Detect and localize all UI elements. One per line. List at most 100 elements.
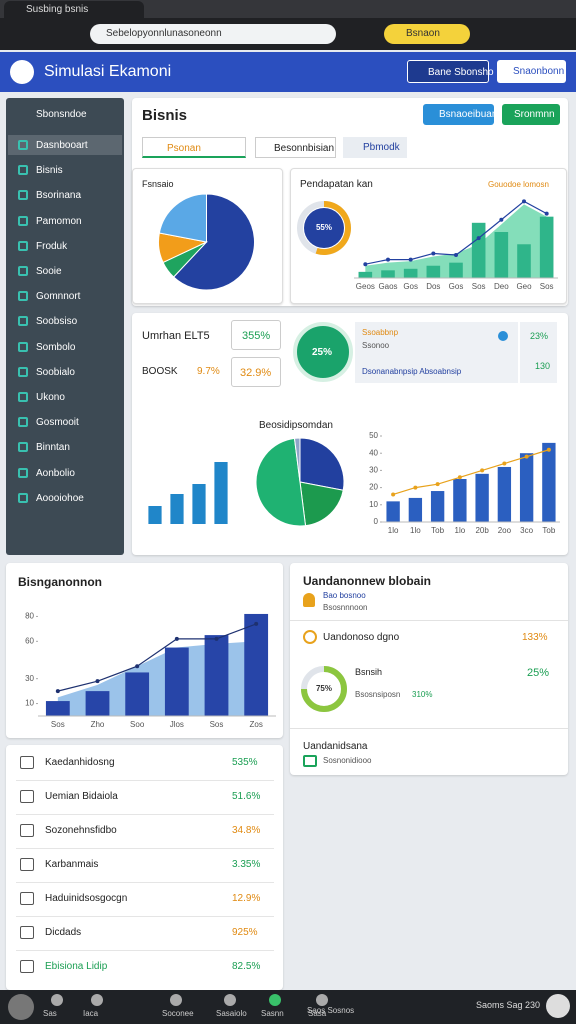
sidebar-item[interactable]: Gomnnort — [36, 291, 81, 303]
point — [254, 621, 259, 626]
bar — [497, 466, 512, 522]
list-value: 535% — [232, 757, 258, 768]
x-tick-label: Sos — [210, 720, 224, 729]
sidebar-icon — [18, 417, 28, 428]
url-field[interactable]: Sebelopyonnlunasoneonn — [90, 24, 336, 44]
list-value: 34.8% — [232, 825, 261, 836]
app-title: Simulasi Ekamoni — [44, 63, 172, 80]
x-tick-label: Zho — [91, 720, 105, 729]
bar — [539, 216, 554, 278]
bar — [430, 491, 445, 522]
tab[interactable]: Besonnbisian — [255, 137, 336, 158]
chart: 75% — [301, 666, 347, 712]
coin-icon — [303, 630, 317, 644]
taskbar-item[interactable]: Sasnn — [261, 1009, 284, 1018]
sidebar-item[interactable]: Soobsiso — [36, 316, 78, 328]
taskbar-item[interactable]: Soconee — [162, 1009, 194, 1018]
sidebar-icon — [18, 291, 28, 302]
taskbar-item[interactable]: Iaca — [83, 1009, 99, 1018]
list-label: Dicdads — [45, 927, 82, 938]
success-button[interactable]: Sronmnn — [502, 104, 560, 125]
bar — [386, 501, 400, 522]
bar — [403, 268, 418, 278]
row-label: Uandonoso dgno — [323, 632, 400, 643]
market-card — [290, 563, 568, 775]
sidebar-item[interactable]: Dasnbooart — [36, 140, 88, 151]
bar — [358, 271, 373, 278]
active-item — [8, 135, 122, 155]
sidebar-item[interactable]: Aoooiohoe — [36, 492, 84, 504]
sidebar-icon — [18, 165, 28, 176]
header-button[interactable]: Bane Sbonsho — [407, 60, 494, 83]
tab[interactable]: Susbing bsnis — [4, 1, 144, 18]
x-tick-label: 1lo — [455, 526, 466, 535]
tab-bar — [0, 0, 576, 18]
separator — [16, 950, 274, 951]
bar — [148, 506, 162, 524]
list-value: 3.35% — [232, 859, 261, 870]
header-button[interactable]: Snaonbonn — [497, 60, 566, 83]
sidebar-icon — [18, 442, 28, 453]
point — [480, 468, 485, 473]
taskbar-item[interactable]: Sas — [43, 1009, 57, 1018]
sidebar-item[interactable]: Gosmooit — [36, 417, 79, 429]
tab[interactable]: Psonan — [142, 137, 246, 158]
list-label: Haduinidsosgocgn — [45, 893, 128, 904]
donut-arc — [315, 201, 351, 255]
chart: 10 30 60 80 Sos Zho Soo Jlos Sos Zos — [25, 612, 276, 729]
sidebar-icon — [18, 190, 28, 201]
sidebar-icon — [18, 240, 28, 251]
taskbar-item[interactable]: Sasa — [308, 1009, 327, 1018]
taskbar-item[interactable]: Saos Sosnos — [307, 1006, 355, 1015]
primary-button[interactable]: Bsnaoeibuan — [423, 104, 497, 125]
kpi-label: Umrhan ELT5 — [142, 330, 210, 342]
sidebar-item[interactable]: Sombolo — [36, 341, 76, 353]
pie-slice — [293, 437, 301, 483]
point — [522, 199, 526, 204]
sidebar-item[interactable]: Froduk — [36, 240, 68, 252]
y-tick-label: 40 — [369, 448, 378, 457]
sidebar-item[interactable]: Ukono — [36, 392, 65, 403]
kpi-mid: 9.7% — [197, 366, 220, 377]
chart-title: Pendapatan kan — [300, 179, 373, 190]
bar — [519, 453, 534, 522]
sidebar-item[interactable]: Sooie — [36, 266, 62, 277]
chart-title: Beosidipsomdan — [259, 420, 333, 431]
kpi-value: 32.9% — [231, 357, 281, 387]
taskbar-icon — [91, 994, 103, 1006]
pie-slice — [299, 437, 345, 491]
list-label: Kaedanhidosng — [45, 757, 115, 768]
chart-title: Fsnsaio — [142, 179, 174, 189]
x-tick-label: Jlos — [170, 720, 184, 729]
bar — [244, 613, 269, 716]
pie-slice — [299, 481, 344, 527]
list-icon — [20, 892, 34, 905]
donut-arc — [301, 666, 347, 712]
profile-pill[interactable]: Bsnaon — [384, 24, 470, 44]
sidebar-title: Sbonsndoe — [36, 109, 87, 120]
sidebar-item[interactable]: Aonbolio — [36, 467, 75, 479]
point — [476, 236, 481, 241]
point — [386, 257, 390, 262]
bar — [204, 635, 229, 716]
y-tick-label: 80 — [25, 612, 34, 621]
pie-slice — [158, 193, 207, 243]
sidebar-item[interactable]: Binntan — [36, 442, 70, 454]
sidebar-item[interactable]: Pamomon — [36, 215, 82, 227]
tab[interactable]: Pbmodk — [343, 137, 407, 158]
list-icon — [20, 926, 34, 939]
list-label: Sozonehnsfidbo — [45, 825, 117, 836]
point — [431, 251, 436, 256]
detail-text-value: 310% — [412, 690, 433, 699]
y-tick-label: 50 — [369, 431, 378, 440]
info-link[interactable]: Dsonanabnpsip Absoabnsip — [362, 367, 462, 376]
bar — [192, 484, 206, 524]
sidebar-item[interactable]: Bsorinana — [36, 190, 82, 202]
taskbar-item[interactable]: Sasaiolo — [216, 1009, 247, 1018]
x-tick-label: 1lo — [410, 526, 421, 535]
sidebar-item[interactable]: Bisnis — [36, 165, 63, 177]
sidebar-item[interactable]: Soobialo — [36, 366, 75, 378]
info-title: Ssoabbnp — [362, 328, 399, 337]
separator — [16, 848, 274, 849]
